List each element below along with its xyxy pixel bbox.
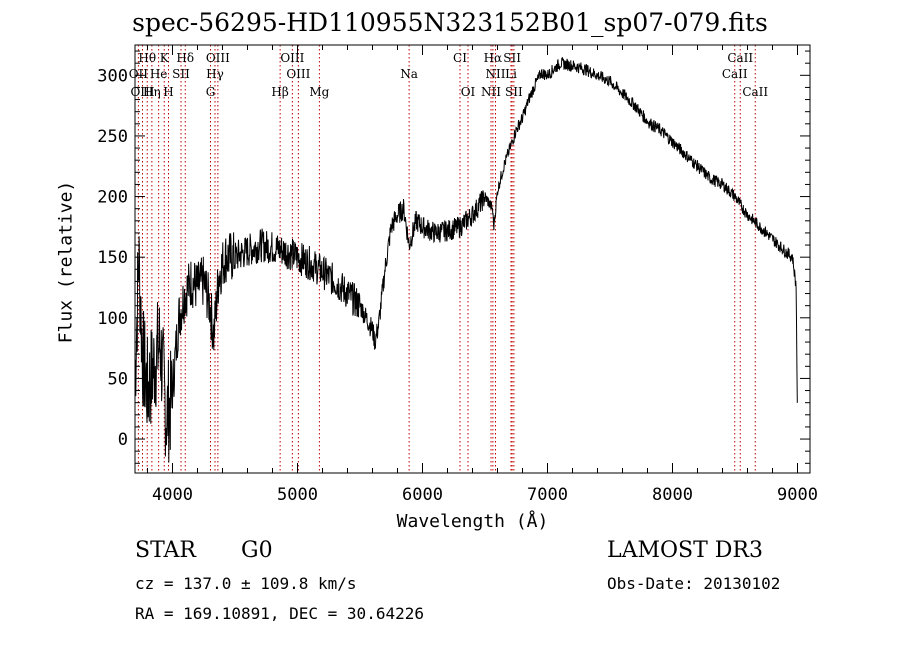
x-axis-label: Wavelength (Å) <box>396 511 549 532</box>
y-tick-label: 0 <box>118 430 128 450</box>
y-tick-label: 50 <box>108 369 128 389</box>
line-label-18: OIII <box>130 85 154 99</box>
line-label-7: SII <box>503 51 521 65</box>
redshift-velocity: cz = 137.0 ± 109.8 km/s <box>135 574 357 593</box>
line-label-10: He <box>150 67 168 81</box>
object-class: STAR <box>135 538 196 563</box>
y-tick-label: 250 <box>97 127 128 147</box>
line-label-0: Hθ <box>138 51 156 65</box>
x-tick-label: 6000 <box>402 485 443 505</box>
line-label-17: CaII <box>722 67 748 81</box>
line-label-12: Hγ <box>206 67 224 81</box>
line-label-13: OIII <box>286 67 310 81</box>
line-label-2: Hδ <box>176 51 194 65</box>
line-label-8: CaII <box>727 51 753 65</box>
coordinates: RA = 169.10891, DEC = 30.64226 <box>135 604 424 623</box>
line-label-23: Mg <box>309 85 329 99</box>
spectrum-line <box>134 56 798 463</box>
line-label-19: Hη <box>143 85 161 99</box>
line-label-22: Hβ <box>271 85 288 99</box>
y-tick-label: 100 <box>97 309 128 329</box>
y-tick-label: 300 <box>97 66 128 86</box>
x-tick-label: 4000 <box>152 485 193 505</box>
line-label-24: OI <box>461 85 476 99</box>
x-tick-label: 7000 <box>527 485 568 505</box>
x-tick-label: 9000 <box>777 485 818 505</box>
line-label-16: Li <box>505 67 517 81</box>
line-label-11: SII <box>172 67 190 81</box>
line-label-5: CI <box>453 51 467 65</box>
line-label-3: OIII <box>206 51 230 65</box>
line-label-20: H <box>163 85 173 99</box>
line-label-21: G <box>206 85 216 99</box>
axes: 4000 5000 6000 7000 8000 9000 0 50 100 150 200 250 3… <box>97 44 818 505</box>
chart-title: spec-56295-HD110955N323152B01_sp07-079.f… <box>132 8 768 37</box>
line-label-14: Na <box>400 67 418 81</box>
y-tick-label: 150 <box>97 248 128 268</box>
line-label-9: OII <box>129 67 149 81</box>
line-label-27: CaII <box>742 85 768 99</box>
y-tick-label: 200 <box>97 188 128 208</box>
object-subclass: G0 <box>241 538 273 563</box>
x-tick-label: 5000 <box>277 485 318 505</box>
line-label-4: OIII <box>280 51 304 65</box>
plot-frame <box>134 44 811 474</box>
spectrum-series-group <box>134 56 798 463</box>
line-label-15: NII <box>486 67 506 81</box>
line-label-26: SII <box>505 85 523 99</box>
x-tick-label: 8000 <box>652 485 693 505</box>
line-label-25: NII <box>481 85 501 99</box>
survey-name: LAMOST DR3 <box>607 538 763 563</box>
y-axis-label: Flux (relative) <box>55 180 77 344</box>
line-label-6: Hα <box>484 51 503 65</box>
line-label-1: K <box>160 51 170 65</box>
observation-date: Obs-Date: 20130102 <box>607 574 781 593</box>
